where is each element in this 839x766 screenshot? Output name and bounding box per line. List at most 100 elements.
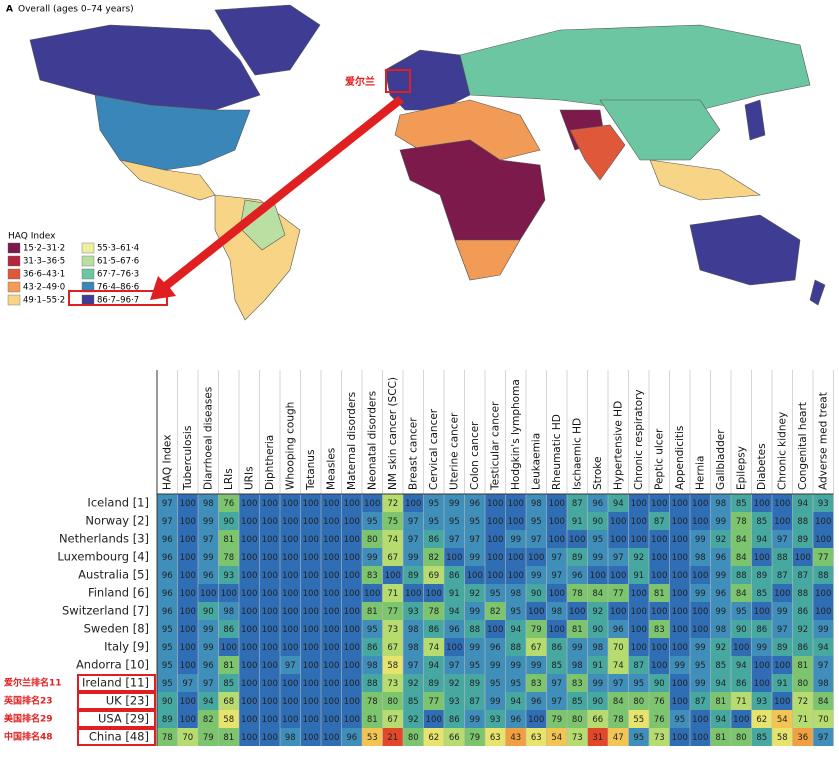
row-label: Netherlands [3] [59,532,149,546]
cell-value: 100 [344,697,360,707]
cell-value: 73 [654,733,665,743]
cell-bg [218,602,239,620]
cell-value: 58 [777,733,788,743]
cell-value: 55 [633,715,644,725]
cell-bg [382,602,403,620]
cell-value: 95 [162,661,173,671]
cell-bg [218,674,239,692]
europe [384,49,471,111]
cell-bg [423,494,444,512]
cell-value: 78 [162,733,173,743]
cell-bg [362,656,383,674]
row-label: Norway [2] [85,514,149,528]
cell-bg [239,710,260,728]
cell-bg [403,620,424,638]
cell-bg [608,728,629,746]
column-header: NM skin cancer (SCC) [387,377,399,490]
cell-value: 100 [180,535,196,545]
cell-bg [382,620,403,638]
cell-value: 99 [408,553,419,563]
row-highlight [77,692,156,710]
cell-bg [813,584,834,602]
cell-bg [341,566,362,584]
cell-value: 99 [490,697,501,707]
cell-bg [649,530,670,548]
cell-value: 99 [490,661,501,671]
cell-bg [710,548,731,566]
cell-bg [157,728,178,746]
cell-value: 100 [631,499,647,509]
cell-value: 94 [797,499,808,509]
cell-value: 100 [303,499,319,509]
cell-value: 63 [490,733,501,743]
cell-value: 100 [262,643,278,653]
cell-value: 89 [572,553,583,563]
cell-value: 94 [449,607,460,617]
cell-bg [649,728,670,746]
cell-value: 62 [428,733,439,743]
cell-value: 99 [715,517,726,527]
cell-bg [177,548,198,566]
cell-value: 100 [426,589,442,599]
cell-value: 83 [654,625,665,635]
cell-bg [157,548,178,566]
cell-bg [710,710,731,728]
cell-value: 95 [162,625,173,635]
legend-swatch [7,268,21,280]
cell-bg [587,692,608,710]
cell-bg [792,584,813,602]
cell-value: 67 [387,715,398,725]
cell-value: 80 [387,697,398,707]
row-label: Iceland [1] [87,496,149,510]
cell-value: 79 [203,733,214,743]
cell-bg [587,494,608,512]
cell-value: 100 [241,733,257,743]
cell-value: 100 [569,607,585,617]
cell-value: 100 [446,643,462,653]
cell-value: 100 [549,499,565,509]
cell-bg [505,728,526,746]
greenland [214,4,321,76]
cell-bg [751,710,772,728]
cell-value: 100 [180,553,196,563]
cell-bg [382,638,403,656]
cell-value: 100 [262,607,278,617]
cell-value: 85 [715,661,726,671]
cell-value: 81 [223,661,234,671]
cell-bg [505,566,526,584]
cell-value: 100 [180,589,196,599]
cell-bg [649,656,670,674]
cell-value: 76 [654,715,665,725]
cell-bg [628,584,649,602]
cell-bg [813,494,834,512]
cell-bg [710,620,731,638]
cell-value: 100 [323,715,339,725]
cell-value: 99 [592,553,603,563]
cell-bg [239,620,260,638]
cell-value: 100 [344,661,360,671]
cell-bg [198,512,219,530]
cell-bg [198,602,219,620]
cell-value: 100 [651,535,667,545]
cell-bg [485,602,506,620]
cell-bg [423,674,444,692]
cell-bg [239,728,260,746]
cell-value: 100 [344,517,360,527]
cell-bg [567,566,588,584]
cell-value: 100 [672,643,688,653]
cell-value: 99 [695,535,706,545]
cell-bg [772,494,793,512]
russia [459,24,811,111]
cell-bg [464,656,485,674]
cell-bg [444,710,465,728]
cell-value: 21 [387,733,398,743]
legend-label: 76·4–86·6 [97,283,139,293]
cell-bg [259,566,280,584]
cell-bg [546,566,567,584]
cell-bg [341,494,362,512]
cell-bg [485,530,506,548]
cell-value: 100 [344,715,360,725]
cell-bg [382,710,403,728]
map-title: Overall (ages 0–74 years) [18,5,134,15]
cell-bg [567,674,588,692]
